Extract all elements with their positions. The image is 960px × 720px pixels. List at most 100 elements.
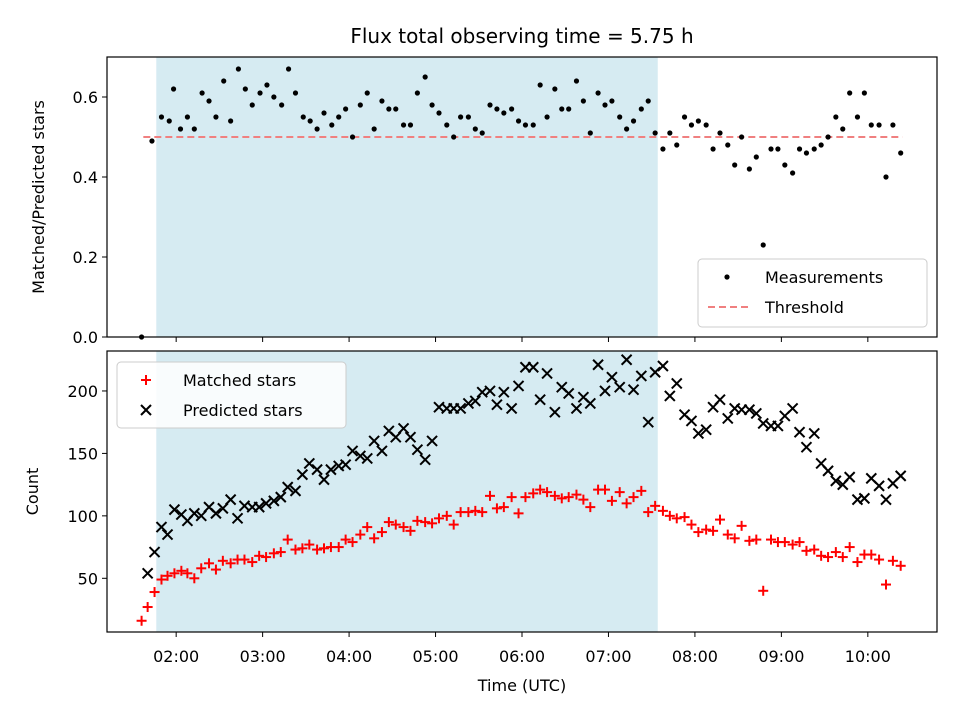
matched-star-point	[513, 508, 524, 519]
matched-star-point	[528, 488, 539, 499]
legend-box	[697, 258, 928, 328]
predicted-star-point	[700, 423, 712, 436]
measurement-point	[674, 142, 680, 148]
measurement-point	[451, 134, 457, 140]
measurement-point	[465, 114, 471, 120]
predicted-star-point	[692, 427, 705, 440]
measurement-point	[559, 106, 565, 112]
matched-star-point	[204, 558, 215, 569]
matched-star-point	[823, 552, 834, 563]
predicted-star-point	[404, 431, 417, 443]
predicted-star-point	[635, 370, 648, 382]
measurement-point	[790, 170, 796, 176]
measurement-point	[279, 102, 285, 108]
measurement-point	[552, 86, 558, 92]
x-tick-label: 04:00	[326, 647, 372, 666]
measurement-point	[407, 122, 414, 128]
legend-label-matched-stars: Matched stars	[183, 371, 296, 390]
matched-star-point	[578, 494, 589, 505]
predicted-star-point	[296, 468, 309, 481]
matched-star-point	[282, 534, 293, 545]
measurement-point	[775, 146, 781, 152]
matched-star-point	[556, 493, 567, 504]
predicted-star-point	[210, 507, 222, 520]
y-tick-label: 0.6	[73, 88, 98, 107]
measurement-point	[357, 102, 363, 108]
matched-star-point	[254, 550, 265, 561]
measurement-point	[681, 114, 688, 120]
x-tick-label: 07:00	[585, 647, 631, 666]
measurement-point	[530, 122, 536, 128]
measurement-point	[753, 154, 759, 160]
measurement-point	[158, 114, 165, 120]
predicted-star-point	[570, 402, 583, 415]
measurement-point	[638, 106, 644, 112]
matched-star-point	[412, 515, 423, 526]
matched-star-point	[176, 565, 187, 576]
measurement-point	[624, 126, 630, 132]
measurement-point	[228, 118, 234, 124]
ratio-plot-area	[138, 66, 904, 340]
measurement-point	[414, 90, 420, 96]
predicted-star-point	[498, 386, 510, 398]
measurement-point	[314, 126, 320, 132]
measurement-point	[166, 118, 172, 124]
matched-star-point	[852, 557, 863, 568]
measurement-point	[868, 122, 874, 128]
predicted-star-point	[397, 422, 410, 435]
predicted-star-point	[685, 415, 698, 427]
matched-star-point	[794, 537, 805, 548]
matched-star-point	[247, 557, 258, 568]
measurement-point	[436, 110, 442, 116]
matched-star-point	[210, 564, 221, 575]
matched-star-point	[369, 533, 380, 544]
predicted-star-point	[339, 458, 352, 471]
matched-star-point	[520, 492, 531, 503]
predicted-star-point	[671, 377, 683, 390]
measurement-point	[509, 106, 515, 112]
measurement-point	[768, 146, 774, 152]
matched-star-point	[491, 503, 502, 514]
predicted-star-point	[599, 385, 611, 397]
measurement-point	[688, 122, 695, 128]
predicted-star-point	[592, 359, 604, 371]
matched-star-point	[542, 487, 553, 498]
matched-star-point	[376, 527, 387, 538]
legend-marker-predicted	[140, 404, 152, 416]
predicted-star-point	[620, 354, 633, 366]
predicted-star-point	[419, 453, 431, 466]
measurement-point	[739, 134, 745, 140]
matched-star-point	[571, 489, 582, 500]
measurement-point	[580, 98, 586, 104]
predicted-star-point	[346, 445, 359, 457]
matched-star-point	[895, 560, 906, 571]
predicted-star-point	[743, 403, 756, 416]
matched-star-point	[563, 492, 574, 503]
predicted-star-point	[368, 435, 380, 447]
matched-star-point	[600, 484, 610, 495]
matched-star-point	[297, 543, 308, 554]
count-plot-area	[136, 354, 907, 626]
matched-star-point	[355, 529, 366, 540]
matched-star-point	[779, 537, 790, 548]
matched-star-point	[679, 512, 690, 523]
measurement-point	[522, 122, 529, 128]
chart-title: Flux total observing time = 5.75 h	[350, 24, 693, 48]
predicted-star-point	[188, 507, 201, 520]
matched-star-point	[751, 534, 762, 545]
measurement-point	[854, 114, 861, 120]
matched-star-point	[268, 548, 279, 559]
measurement-point	[544, 114, 550, 120]
count-y-axis-label: Count	[23, 468, 42, 516]
matched-star-point	[606, 495, 617, 506]
measurement-point	[818, 142, 824, 148]
ratio-legend: Measurements Threshold	[697, 258, 928, 328]
matched-star-point	[225, 558, 236, 569]
predicted-star-point	[843, 471, 856, 483]
measurement-point	[602, 102, 608, 108]
measurement-point	[364, 90, 370, 96]
predicted-star-point	[426, 435, 438, 447]
matched-star-point	[463, 507, 474, 518]
matched-star-point	[477, 507, 488, 518]
measurement-point	[458, 114, 464, 120]
